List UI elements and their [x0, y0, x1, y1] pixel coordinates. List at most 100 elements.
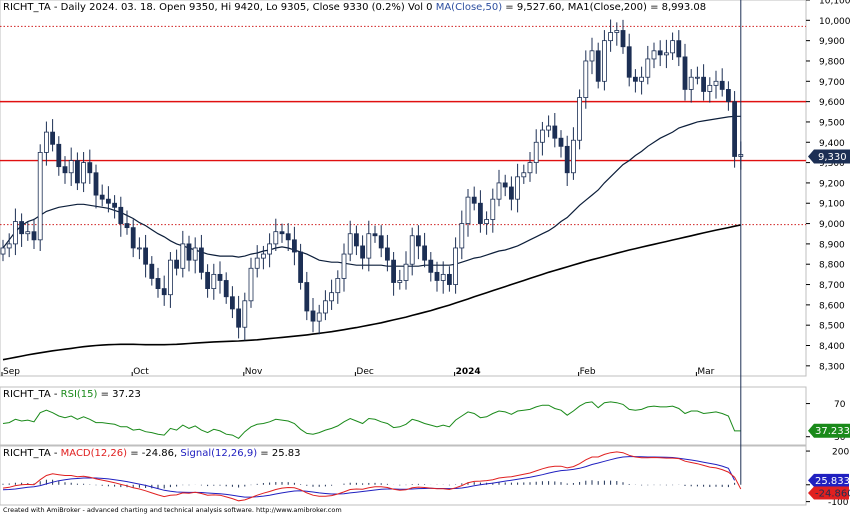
candle-body: [602, 40, 607, 82]
candle: [211, 263, 217, 300]
candle: [446, 266, 452, 292]
candle-body: [106, 198, 111, 204]
candle: [12, 208, 18, 256]
ma200-label: MA1(Close,200): [568, 2, 647, 13]
signal-line: [2, 456, 736, 498]
macd-label: MACD(12,26): [61, 448, 128, 459]
candle-body: [409, 235, 415, 265]
rsi-tick-label: 70: [834, 400, 846, 410]
candle: [124, 210, 130, 235]
candle-body: [484, 219, 490, 224]
candle: [602, 30, 607, 91]
candle: [384, 234, 390, 272]
candle-body: [155, 278, 161, 290]
candle: [118, 196, 124, 237]
x-tick-label: 2024: [456, 367, 481, 377]
candle: [298, 243, 304, 290]
candle-body: [502, 182, 508, 188]
candle-body: [397, 280, 403, 283]
candle-body: [490, 198, 496, 220]
candle: [508, 176, 514, 211]
candle-body: [50, 131, 55, 145]
price-tick-label: 8,400: [819, 342, 845, 352]
rsi-value-marker: 37.2337: [808, 423, 850, 438]
candle: [645, 45, 651, 85]
candle: [130, 219, 136, 258]
ma50-label: MA(Close,50): [436, 2, 503, 13]
candle-body: [589, 50, 595, 62]
candle-body: [112, 202, 117, 208]
last-price-label: 9,330: [818, 152, 847, 163]
signal-value-marker: 25.8333: [808, 473, 850, 487]
candle-body: [477, 202, 483, 224]
candle: [688, 69, 694, 103]
candle: [502, 174, 508, 197]
candle-body: [99, 194, 105, 200]
candle-body: [446, 273, 452, 285]
candle: [540, 121, 545, 156]
candle: [99, 184, 105, 207]
rsi-panel-frame: [0, 386, 807, 446]
candle-body: [378, 235, 384, 249]
candle-body: [434, 271, 440, 281]
candle: [205, 264, 211, 298]
rsi-label: RSI(15): [61, 389, 98, 400]
candle-body: [136, 247, 142, 250]
credit-text: Created with AmiBroker - advanced charti…: [3, 506, 342, 514]
candle: [397, 269, 403, 290]
price-header: RICHT_TA - Daily 2024. 03. 18. Open 9350…: [3, 2, 706, 13]
rsi-value: = 37.23: [97, 389, 140, 400]
candle-body: [440, 273, 446, 281]
candle-body: [571, 139, 576, 174]
candle-body: [223, 280, 229, 298]
candle-body: [428, 259, 434, 273]
price-panel: 8,300 8,400 8,500 8,600 8,700 8,800 8,900 9,000…: [0, 0, 850, 377]
candle: [465, 189, 471, 237]
price-tick-label: 8,700: [819, 281, 845, 291]
candle: [546, 115, 551, 138]
signal-value-box: [808, 473, 849, 487]
price-tick-label: 8,900: [819, 240, 845, 250]
candle-body: [459, 223, 465, 249]
last-price-box: [808, 149, 850, 164]
candle: [639, 66, 644, 95]
candle-body: [533, 141, 539, 163]
candle-body: [391, 259, 397, 283]
candle: [192, 237, 198, 274]
x-tick-label: Sep: [3, 367, 20, 377]
candle-body: [229, 296, 235, 310]
price-tick-label: 9,700: [819, 78, 845, 88]
signal-value: = 25.83: [257, 448, 300, 459]
rsi-tick-label: 30: [834, 433, 846, 443]
candle: [161, 275, 167, 306]
candle-body: [291, 239, 297, 253]
candle-body: [707, 84, 713, 92]
price-tick-label: 9,600: [819, 98, 845, 108]
candle-body: [366, 233, 372, 259]
price-tick-label: 8,600: [819, 301, 845, 311]
candle: [533, 129, 539, 174]
candle: [316, 304, 322, 335]
candle: [428, 252, 434, 282]
candle-body: [124, 223, 130, 229]
rsi-line: [2, 401, 741, 440]
price-tick-label: 9,200: [819, 179, 845, 189]
candle: [682, 43, 688, 101]
candle-body: [614, 30, 620, 33]
candle: [180, 230, 186, 278]
candle-body: [577, 97, 582, 141]
rsi-value-box: [808, 423, 850, 438]
price-tick-label: 8,800: [819, 261, 845, 271]
price-tick-label: 10,000: [819, 17, 850, 27]
candle: [527, 152, 533, 182]
candle-body: [322, 300, 328, 314]
candle-body: [360, 245, 366, 259]
candle: [322, 290, 328, 321]
candle-body: [639, 76, 644, 82]
ma50-line: [2, 115, 741, 267]
candle-body: [211, 273, 217, 290]
candle-body: [56, 143, 62, 168]
candle: [477, 190, 483, 233]
candle: [229, 286, 235, 319]
